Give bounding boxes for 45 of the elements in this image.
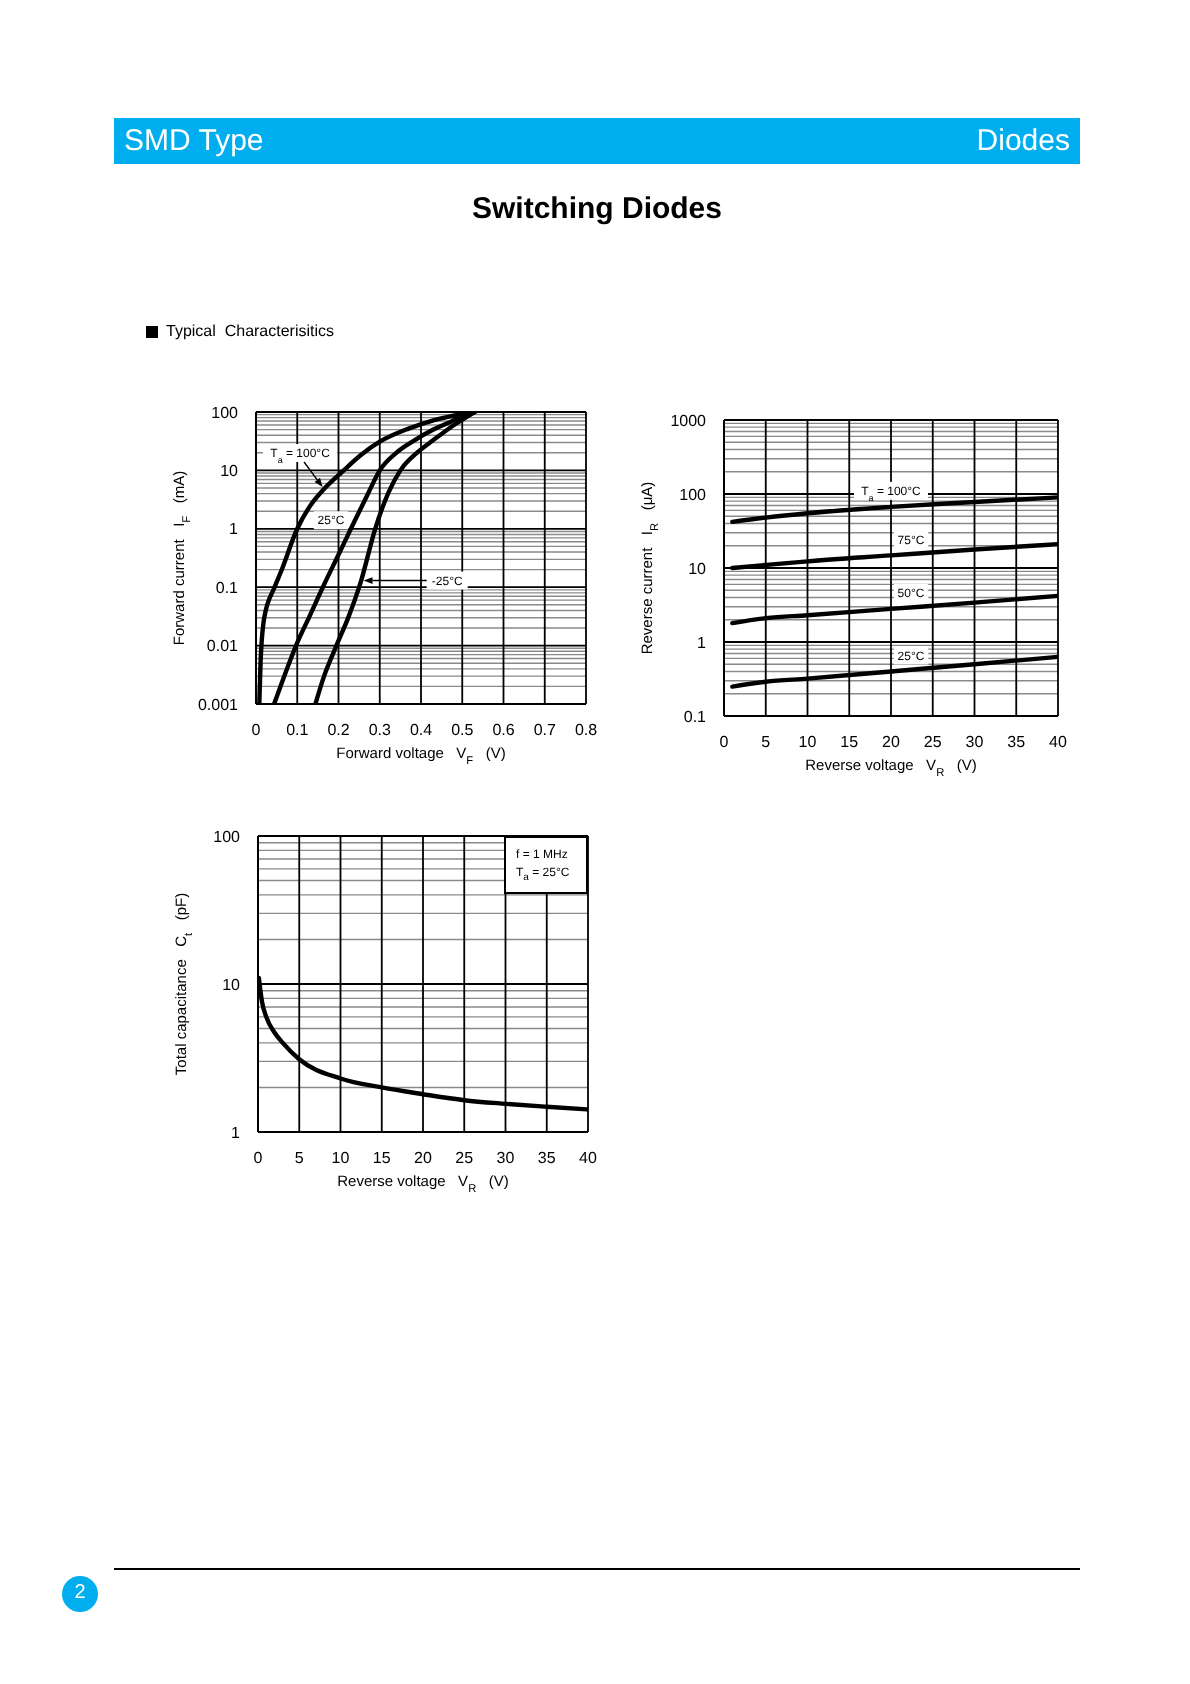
y-tick-label: 10 (688, 559, 708, 578)
x-tick-label: 35 (537, 1149, 557, 1168)
y-tick-label: 0.001 (197, 695, 240, 714)
x-tick-label: 20 (882, 733, 901, 752)
x-tick-label: 0.2 (327, 721, 351, 740)
x-tick-label: 35 (1007, 733, 1027, 752)
x-tick-label: 25 (455, 1149, 475, 1168)
x-tick-label: 25 (923, 733, 943, 752)
x-tick-label: 40 (579, 1149, 598, 1168)
x-tick-label: 0.4 (409, 721, 434, 740)
text: Diodes (976, 122, 1070, 162)
x-tick-label: 0 (251, 721, 262, 740)
x-tick-label: 0 (719, 733, 730, 752)
x-tick-label: 40 (1049, 733, 1068, 752)
text: Typical Characterisitics (166, 320, 335, 342)
y-tick-label: 1 (231, 1123, 242, 1142)
x-tick-label: 10 (798, 733, 818, 752)
y-tick-label: 0.1 (683, 707, 708, 726)
y-tick-label: 100 (211, 403, 240, 422)
x-tick-label: 0.8 (574, 721, 599, 740)
x-tick-label: 0.3 (368, 721, 392, 740)
y-tick-label: 0.1 (215, 578, 240, 597)
x-tick-label: 0 (253, 1149, 264, 1168)
x-tick-label: 0.5 (451, 721, 475, 740)
x-tick-label: 0.6 (492, 721, 516, 740)
x-tick-label: 30 (965, 733, 985, 752)
x-tick-label: 5 (294, 1149, 305, 1168)
y-tick-label: 1000 (670, 411, 708, 430)
y-tick-label: 100 (679, 485, 708, 504)
x-tick-label: 30 (496, 1149, 516, 1168)
y-tick-label: 1 (697, 633, 708, 652)
x-tick-label: 10 (331, 1149, 351, 1168)
y-tick-label: 10 (222, 975, 242, 994)
y-tick-label: 1 (229, 520, 240, 539)
y-tick-label: 0.01 (206, 637, 240, 656)
y-tick-label: 100 (213, 827, 242, 846)
x-tick-label: 20 (414, 1149, 433, 1168)
x-tick-label: 5 (761, 733, 772, 752)
x-tick-label: 0.7 (533, 721, 557, 740)
text: Switching Diodes (469, 192, 724, 228)
x-tick-label: 15 (372, 1149, 392, 1168)
x-tick-label: 15 (840, 733, 860, 752)
y-tick-label: 10 (220, 462, 240, 481)
x-tick-label: 0.1 (286, 721, 310, 740)
text: SMD Type (124, 122, 264, 162)
